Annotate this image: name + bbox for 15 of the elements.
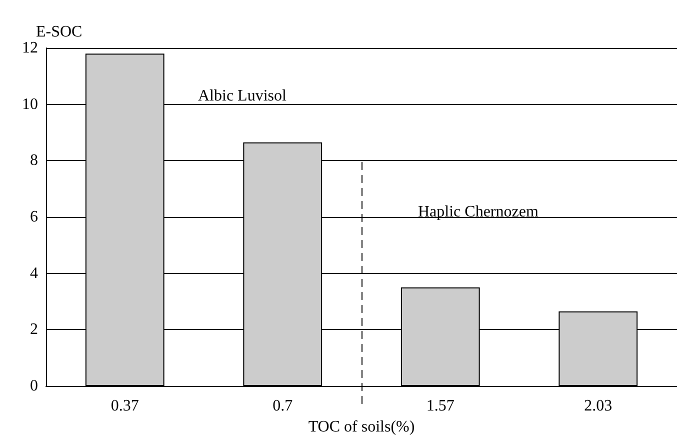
x-tick-label: 0.7: [272, 398, 293, 414]
y-tick-label: 12: [22, 40, 38, 56]
y-tick-label: 6: [30, 208, 38, 226]
x-tick-label: 0.37: [110, 398, 139, 414]
y-axis-title: E-SOC: [36, 24, 82, 40]
x-tick-label: 2.03: [584, 398, 612, 414]
y-tick-label: 2: [30, 321, 38, 338]
annotation: Albic Luvisol: [198, 88, 287, 104]
x-axis-title: TOC of soils(%): [308, 418, 415, 436]
y-tick-label: 8: [30, 152, 38, 170]
y-tick-label: 4: [30, 264, 38, 282]
y-tick-label: 10: [22, 96, 38, 113]
y-tick-label: 0: [30, 378, 38, 394]
x-tick-label: 1.57: [426, 398, 454, 414]
annotation: Haplic Chernozem: [418, 204, 539, 220]
